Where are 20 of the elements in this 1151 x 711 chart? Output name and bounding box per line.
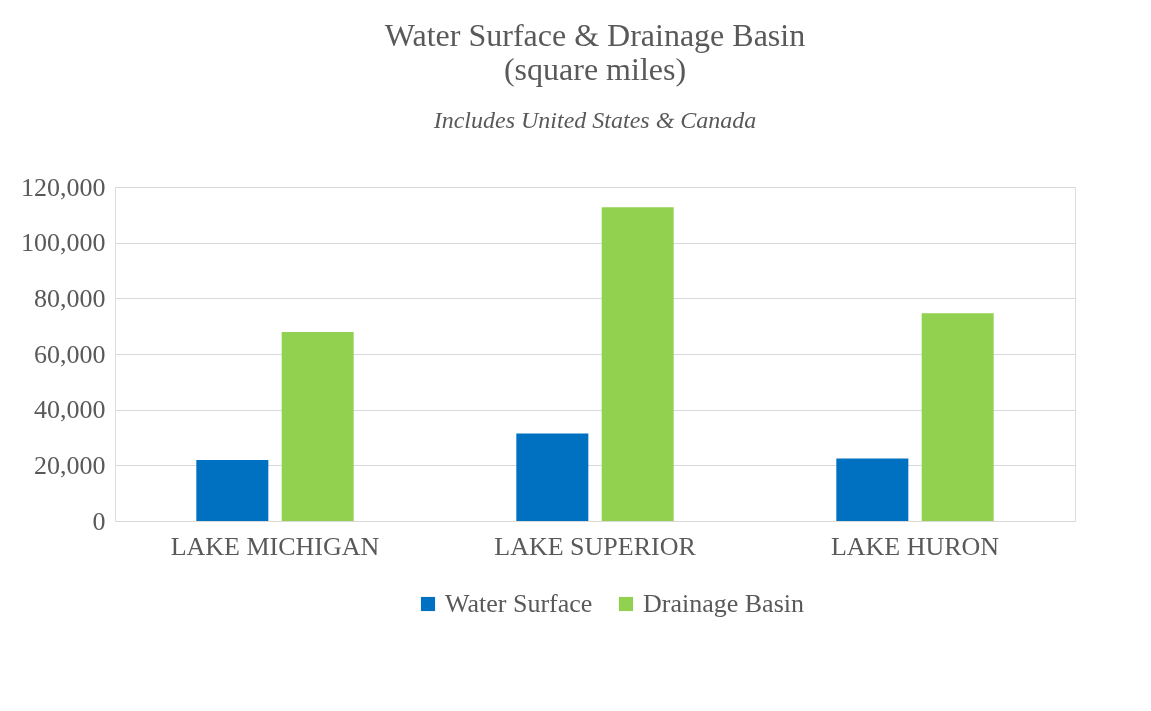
- y-tick-label: 120,000: [21, 172, 106, 202]
- chart-subtitle: Includes United States & Canada: [432, 107, 757, 133]
- chart-title: Water Surface & Drainage Basin (square miles): [384, 17, 806, 87]
- bar: [836, 458, 909, 521]
- x-tick-label: LAKE SUPERIOR: [494, 531, 697, 561]
- y-tick-label: 20,000: [34, 450, 106, 480]
- bar: [601, 207, 674, 521]
- legend-label: Water Surface: [445, 589, 593, 618]
- y-tick-label: 80,000: [34, 283, 106, 313]
- bar: [196, 460, 269, 521]
- y-tick-label: 60,000: [34, 339, 106, 369]
- bar: [281, 332, 354, 521]
- bar: [921, 313, 994, 521]
- legend-label: Drainage Basin: [643, 589, 805, 618]
- x-tick-label: LAKE HURON: [830, 531, 1000, 561]
- y-tick-label: 100,000: [21, 228, 106, 258]
- y-tick-label: 40,000: [34, 395, 106, 425]
- y-tick-label: 0: [92, 506, 106, 536]
- bar: [516, 433, 589, 521]
- x-tick-label: LAKE MICHIGAN: [170, 531, 380, 561]
